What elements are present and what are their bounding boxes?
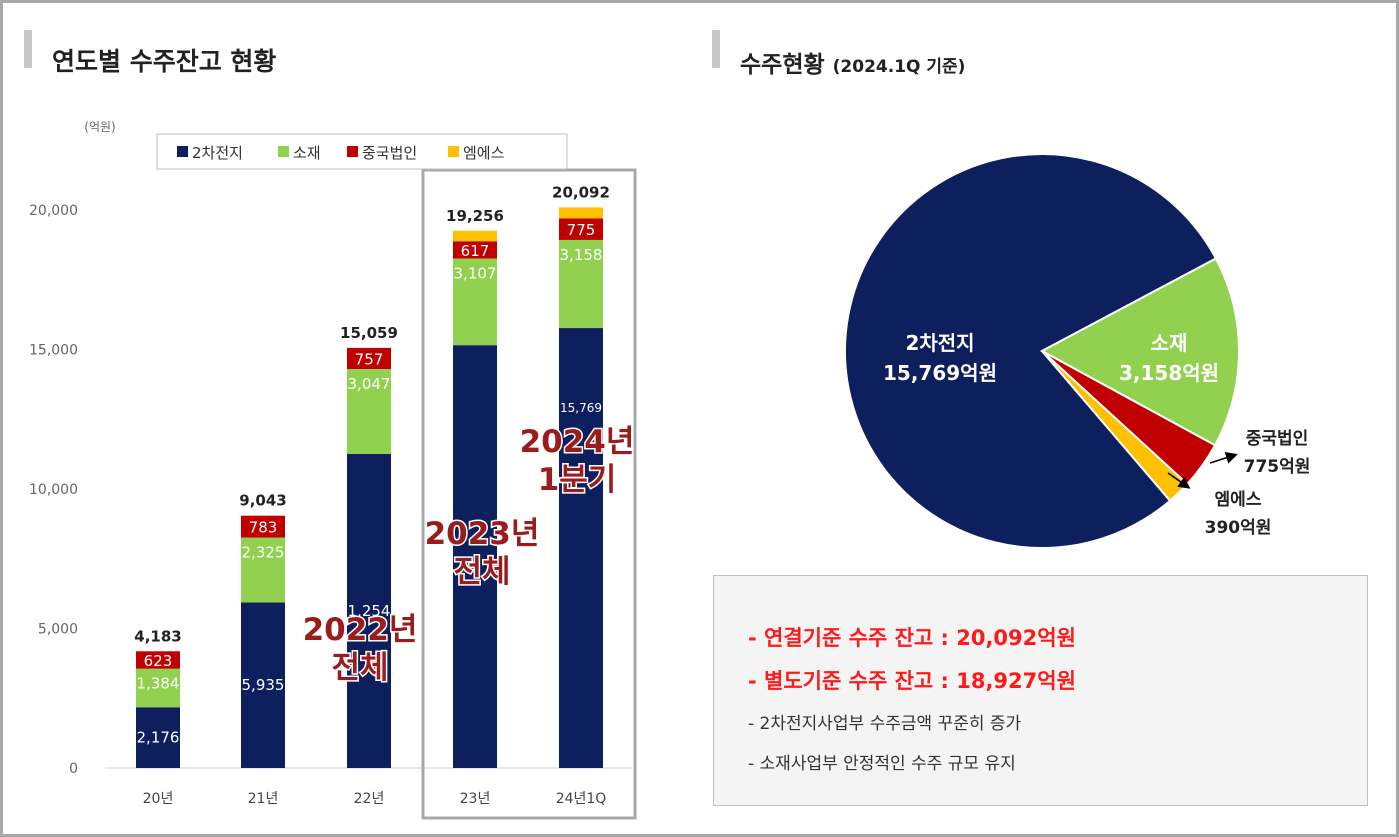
bar-segment (453, 345, 497, 768)
pie-label-value: 390억원 (1205, 518, 1272, 538)
bar-segment (347, 454, 391, 768)
y-tick-label: 0 (69, 761, 78, 777)
data-label: 3,047 (348, 375, 391, 393)
bar-annotation: 2024년 (520, 424, 635, 460)
legend-swatch (278, 146, 289, 157)
data-label: 775 (567, 221, 596, 239)
legend-label: 중국법인 (362, 144, 417, 162)
pie-leader-line (1167, 472, 1191, 489)
summary-battery-note: - 2차전지사업부 수주금액 꾸준히 증가 (748, 714, 1022, 734)
total-label: 20,092 (552, 183, 610, 201)
x-tick-label: 22년 (354, 791, 385, 807)
bar-annotation: 2023년 (425, 516, 540, 552)
bar-annotation: 2022년 (303, 612, 418, 648)
y-unit-label: (억원) (84, 120, 115, 134)
data-label: 5,935 (242, 676, 285, 694)
data-label: 617 (461, 242, 490, 260)
y-tick-label: 5,000 (38, 622, 78, 638)
data-label: 2,325 (242, 544, 285, 562)
right-title-sub: (2024.1Q 기준) (832, 57, 966, 77)
pie-label-name: 중국법인 (1246, 429, 1309, 449)
highlight-box (421, 168, 637, 820)
bar-segment (559, 207, 603, 219)
data-label: 3,158 (560, 246, 603, 264)
bar-segment (559, 239, 603, 329)
bar-segment (347, 347, 391, 370)
summary-separate: - 별도기준 수주 잔고 : 18,927억원 (748, 669, 1076, 693)
left-chart-title: 연도별 수주잔고 현황 (52, 47, 277, 76)
stacked-bar-chart: (억원) 0 5,000 10,000 15,000 20,000 20년 21년 22년 23년… (29, 120, 637, 820)
bar-annotation: 전체 (331, 650, 388, 686)
data-label: 15,769 (560, 401, 602, 415)
data-label: 623 (144, 652, 173, 670)
right-title-main: 수주현황 (740, 52, 825, 78)
y-tick-label: 10,000 (29, 482, 78, 498)
total-label: 15,059 (340, 324, 398, 342)
pie-slice (844, 153, 1218, 549)
bar-segment (453, 241, 497, 259)
bar-annotation: 1분기 (538, 462, 617, 498)
data-label: 757 (355, 350, 384, 368)
bar-segment (453, 258, 497, 346)
legend-label: 2차전지 (192, 144, 243, 162)
bar-segment (241, 602, 285, 768)
total-label: 19,256 (446, 207, 504, 225)
right-title-accent (712, 30, 720, 68)
bar-segment (241, 537, 285, 603)
pie-label-name: 엠에스 (1215, 490, 1262, 510)
data-label: 1,384 (137, 675, 180, 693)
data-label: 1,254 (348, 602, 391, 620)
legend-swatch (347, 146, 358, 157)
data-label: 3,107 (454, 264, 497, 282)
pie-slice (1039, 257, 1240, 447)
summary-material-note: - 소재사업부 안정적인 수주 규모 유지 (748, 754, 1016, 774)
y-tick-label: 20,000 (29, 203, 78, 219)
legend-swatch (177, 146, 188, 157)
data-label: 2,176 (137, 729, 180, 747)
x-tick-label: 20년 (143, 791, 174, 807)
bar-segment (136, 668, 180, 708)
right-chart-title: 수주현황 (2024.1Q 기준) (740, 45, 965, 79)
bar-segment (136, 651, 180, 669)
pie-label-name: 2차전지 (905, 331, 974, 355)
pie-label-value: 15,769억원 (883, 361, 997, 385)
x-tick-label: 24년1Q (556, 791, 607, 807)
pie-label-value: 3,158억원 (1119, 361, 1219, 385)
pie-leader-line (1209, 452, 1238, 464)
bar-segment (559, 328, 603, 768)
pie-label-name: 소재 (1151, 331, 1188, 355)
bar-segment (559, 218, 603, 240)
y-tick-label: 15,000 (29, 343, 78, 359)
bar-segment (347, 369, 391, 455)
summary-consolidated: - 연결기준 수주 잔고 : 20,092억원 (748, 626, 1076, 650)
data-label: 783 (249, 519, 278, 537)
x-tick-label: 21년 (248, 791, 279, 807)
legend-label: 엠에스 (463, 144, 505, 162)
bar-segment (136, 707, 180, 768)
summary-box: - 연결기준 수주 잔고 : 20,092억원 - 별도기준 수주 잔고 : 1… (713, 575, 1368, 806)
x-tick-label: 23년 (460, 791, 491, 807)
bar-segment (241, 515, 285, 538)
bar-segment (453, 230, 497, 242)
legend-box (156, 133, 568, 170)
legend-label: 소재 (293, 144, 321, 162)
pie-label-value: 775억원 (1244, 457, 1311, 477)
left-title-accent (24, 30, 32, 68)
total-label: 4,183 (134, 627, 181, 645)
total-label: 9,043 (239, 492, 286, 510)
legend-swatch (448, 146, 459, 157)
bar-annotation: 전체 (453, 554, 510, 590)
